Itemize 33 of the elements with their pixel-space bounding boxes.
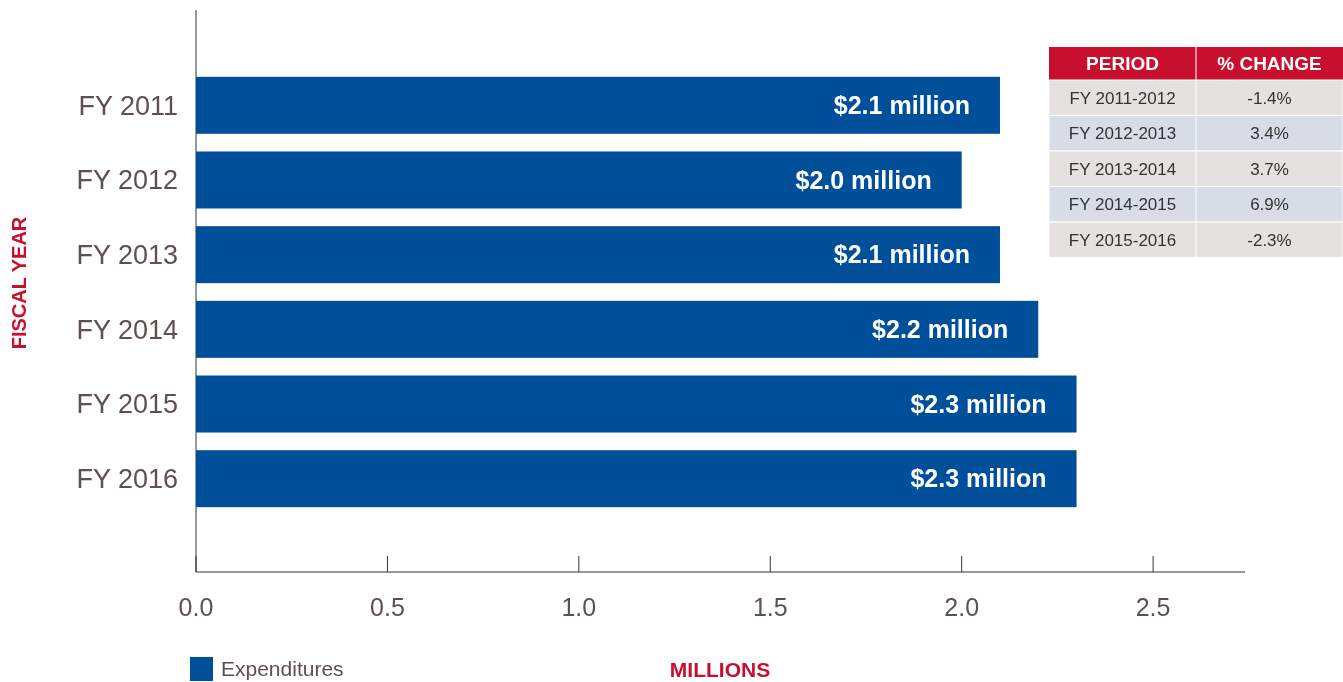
category-label: FY 2013-2014 [1068,159,1177,179]
data-label: $2.1 million [833,91,970,120]
y-tick-label: FY 2012 [76,165,178,196]
x-tick-label: 2.0 [944,592,980,621]
y-tick-label: FY 2015 [76,389,178,420]
category-label: FY 2012-2013 [1068,124,1177,144]
data-label: $2.0 million [795,165,932,194]
text: -1.4% [1247,88,1292,108]
x-tick-label: 1.0 [561,592,597,621]
y-tick-label: FY 2013 [76,240,178,271]
category-label: FY 2014-2015 [1068,195,1177,215]
y-tick-label: FY 2016 [76,464,178,495]
data-label: $2.3 million [910,464,1047,493]
legend-label: Expenditures [221,657,344,681]
text: 3.7% [1250,159,1289,179]
data-label: $2.2 million [872,315,1009,344]
text: 6.9% [1250,195,1289,215]
data-label: $2.1 million [833,240,970,269]
y-tick-label: FY 2014 [76,314,178,345]
x-tick-label: 0.5 [370,592,405,621]
category-label: FY 2015-2016 [1068,230,1177,250]
data-label: $2.3 million [910,389,1047,418]
text: -2.3% [1247,230,1292,250]
text: % CHANGE [1217,53,1322,75]
y-tick-label: FY 2011 [78,90,178,121]
text: 3.4% [1250,124,1289,144]
x-axis-title: MILLIONS [669,658,771,682]
x-tick-label: 1.5 [752,592,788,621]
x-tick-label: 2.5 [1135,592,1171,621]
category-label: FY 2011-2012 [1069,88,1176,108]
x-tick-label: 0.0 [178,592,214,621]
y-axis-title: FISCAL YEAR [8,216,30,350]
text: PERIOD [1086,53,1159,75]
